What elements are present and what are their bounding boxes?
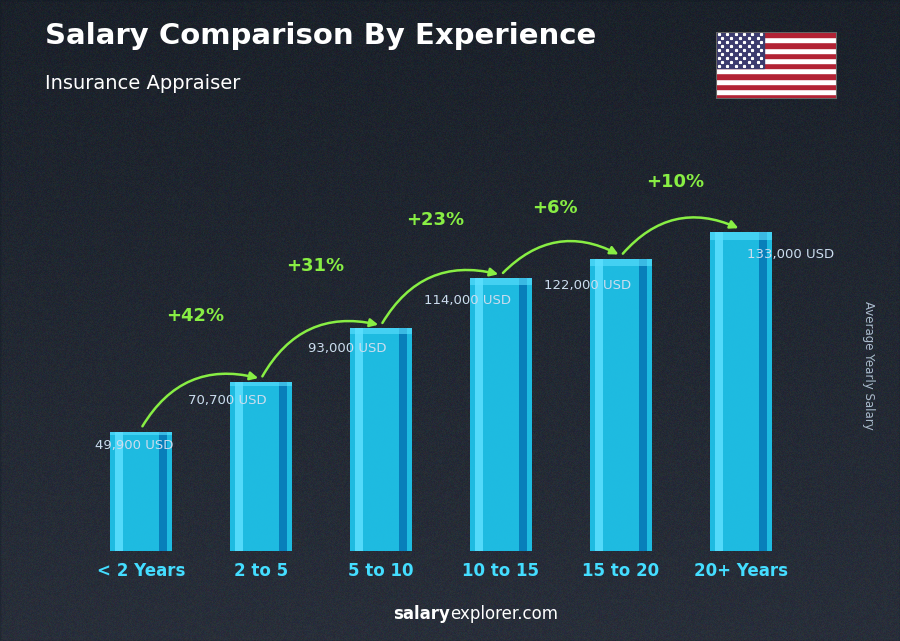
Bar xyxy=(399,328,407,551)
Bar xyxy=(279,381,286,551)
Bar xyxy=(716,69,837,74)
Text: +6%: +6% xyxy=(532,199,578,217)
Bar xyxy=(716,232,723,551)
Bar xyxy=(716,37,837,42)
Bar xyxy=(716,94,837,99)
Bar xyxy=(716,32,837,37)
Bar xyxy=(159,431,166,551)
Bar xyxy=(716,47,837,53)
Bar xyxy=(716,32,764,69)
Bar xyxy=(475,278,483,551)
Bar xyxy=(716,79,837,84)
Bar xyxy=(350,328,412,334)
Bar xyxy=(716,42,837,47)
Bar xyxy=(716,63,837,69)
Bar xyxy=(350,328,412,551)
Text: 122,000 USD: 122,000 USD xyxy=(544,279,631,292)
Bar xyxy=(710,232,772,240)
Text: +10%: +10% xyxy=(646,172,704,190)
Bar xyxy=(115,431,123,551)
Bar xyxy=(110,431,172,435)
Bar xyxy=(110,431,172,551)
Bar xyxy=(356,328,363,551)
Bar xyxy=(519,278,526,551)
Bar xyxy=(716,84,837,89)
Bar xyxy=(590,258,652,551)
Text: Salary Comparison By Experience: Salary Comparison By Experience xyxy=(45,22,596,51)
Bar xyxy=(759,232,767,551)
Bar xyxy=(716,58,837,63)
Text: Average Yearly Salary: Average Yearly Salary xyxy=(862,301,875,429)
Bar xyxy=(716,53,837,58)
Bar xyxy=(590,258,652,266)
Text: +31%: +31% xyxy=(286,258,344,276)
Text: salary: salary xyxy=(393,605,450,623)
Bar xyxy=(716,74,837,79)
Text: 93,000 USD: 93,000 USD xyxy=(308,342,387,354)
Bar xyxy=(639,258,646,551)
Bar xyxy=(230,381,292,551)
Bar xyxy=(236,381,243,551)
Text: 114,000 USD: 114,000 USD xyxy=(424,294,511,307)
Bar xyxy=(716,89,837,94)
Bar xyxy=(710,232,772,551)
Text: explorer.com: explorer.com xyxy=(450,605,558,623)
Text: Insurance Appraiser: Insurance Appraiser xyxy=(45,74,240,93)
Text: +42%: +42% xyxy=(166,307,224,325)
Text: +23%: +23% xyxy=(406,211,464,229)
Text: 133,000 USD: 133,000 USD xyxy=(747,248,834,261)
Text: 49,900 USD: 49,900 USD xyxy=(95,440,174,453)
Text: 70,700 USD: 70,700 USD xyxy=(188,394,266,406)
Bar xyxy=(470,278,532,285)
Bar xyxy=(470,278,532,551)
Bar xyxy=(230,381,292,386)
Bar xyxy=(596,258,603,551)
